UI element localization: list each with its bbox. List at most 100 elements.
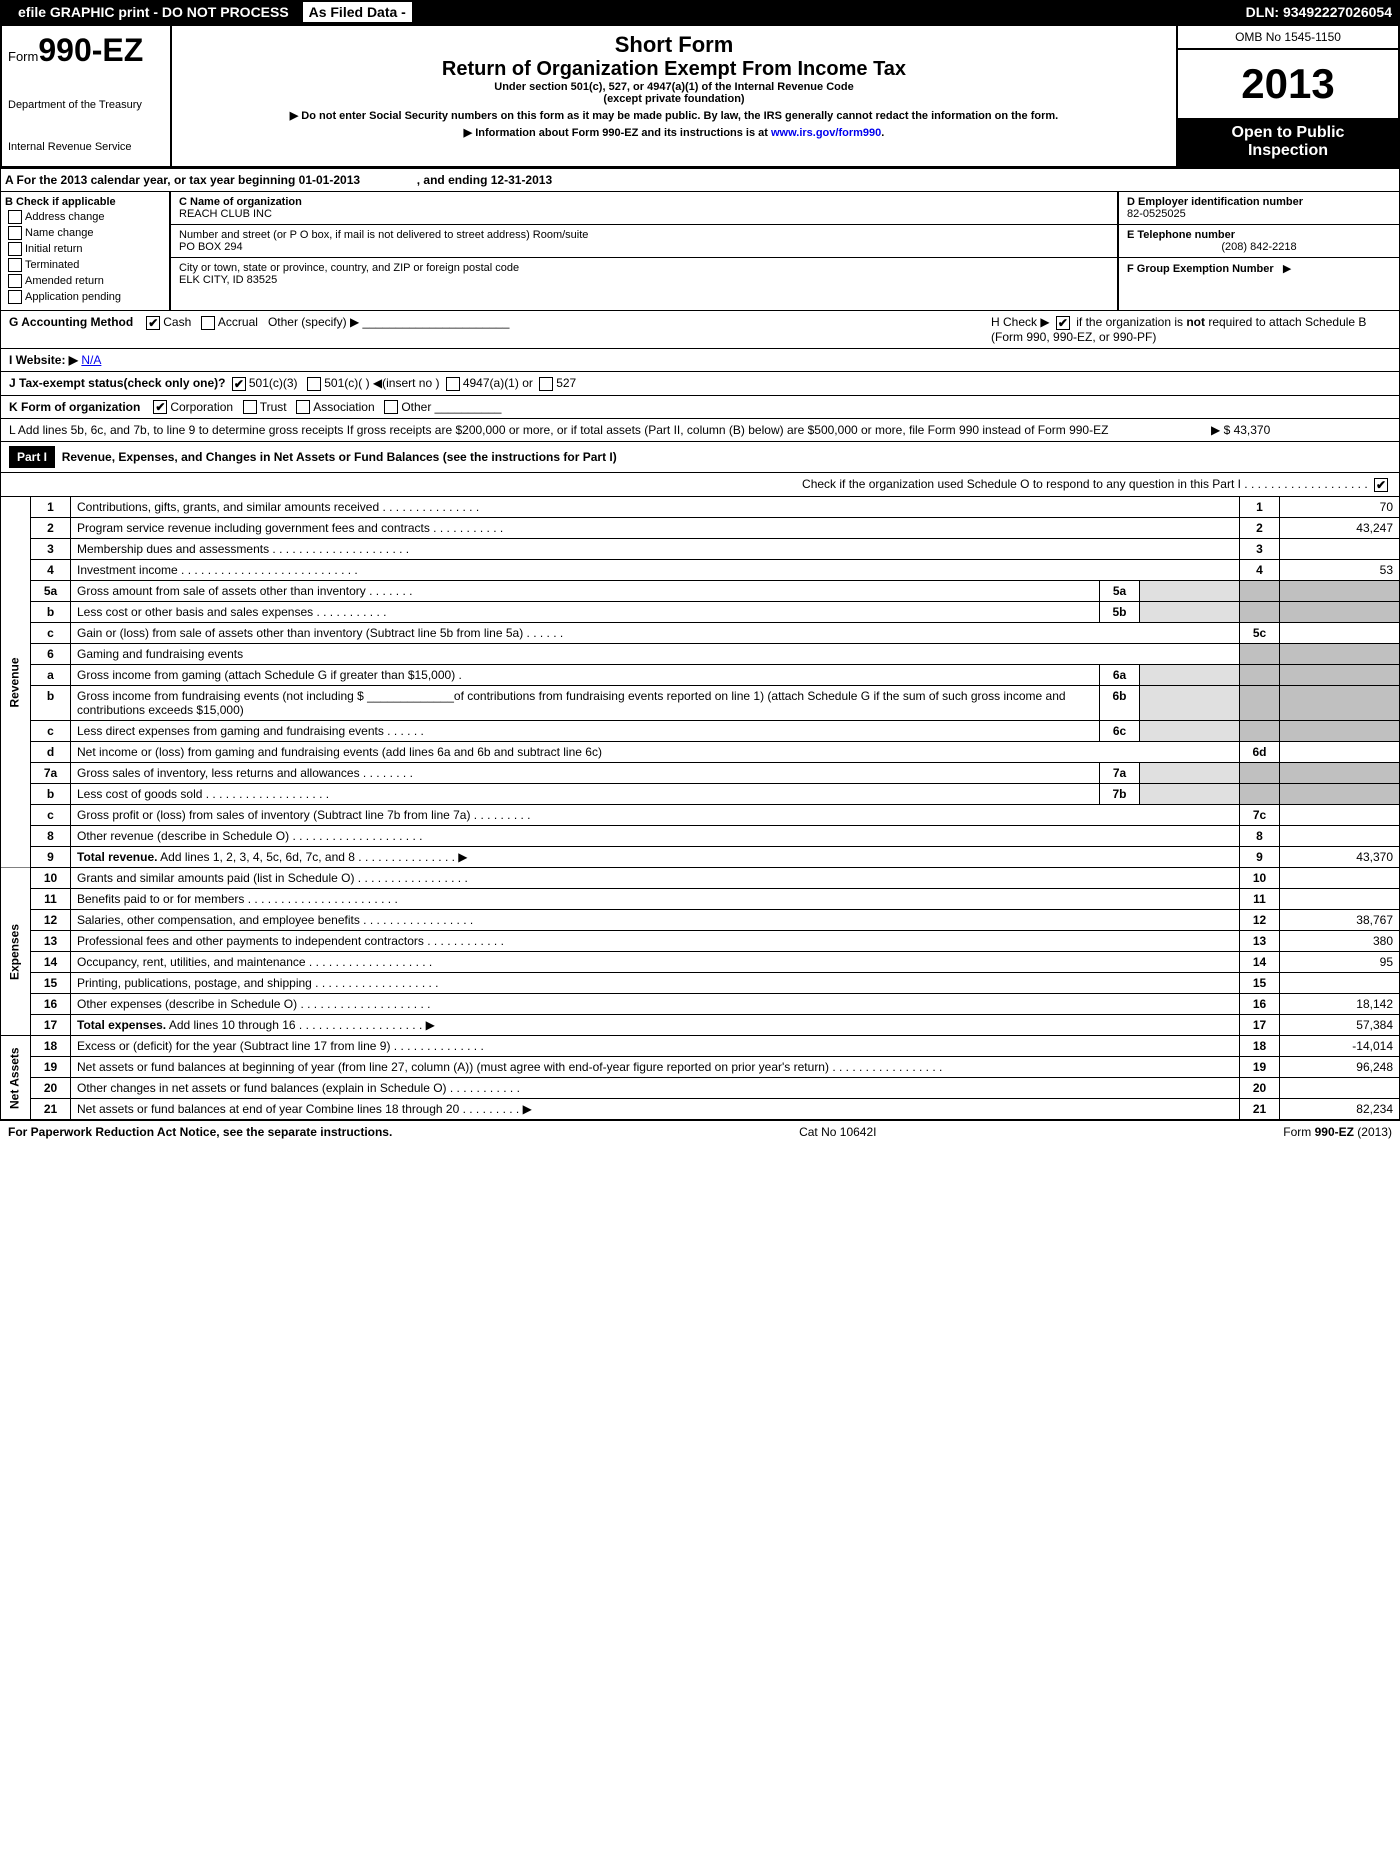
line-description: Less direct expenses from gaming and fun… — [71, 721, 1100, 742]
main-value — [1280, 539, 1400, 560]
line-number: 19 — [31, 1057, 71, 1078]
cb-accrual[interactable] — [201, 316, 215, 330]
main-line-number: 3 — [1240, 539, 1280, 560]
line-number: 20 — [31, 1078, 71, 1099]
line-description: Net assets or fund balances at beginning… — [71, 1057, 1240, 1078]
line-description: Contributions, gifts, grants, and simila… — [71, 497, 1240, 518]
line-number: 21 — [31, 1099, 71, 1120]
main-line-number: 16 — [1240, 994, 1280, 1015]
form-prefix: Form — [8, 49, 38, 64]
main-line-number: 5c — [1240, 623, 1280, 644]
line-description: Other revenue (describe in Schedule O) .… — [71, 826, 1240, 847]
sub-value — [1140, 665, 1240, 686]
cb-501c3[interactable]: ✔ — [232, 377, 246, 391]
financial-table: Revenue1Contributions, gifts, grants, an… — [0, 497, 1400, 1120]
main-line-number: 17 — [1240, 1015, 1280, 1036]
table-row: 2Program service revenue including gover… — [1, 518, 1400, 539]
part-1-badge: Part I — [9, 446, 55, 468]
line-number: 8 — [31, 826, 71, 847]
main-value-shaded — [1280, 581, 1400, 602]
cb-terminated[interactable]: Terminated — [5, 258, 165, 272]
street: PO BOX 294 — [179, 241, 1109, 253]
dept-irs: Internal Revenue Service — [8, 141, 164, 153]
cb-schedule-o[interactable]: ✔ — [1374, 478, 1388, 492]
ssn-note: ▶ Do not enter Social Security numbers o… — [192, 109, 1156, 122]
cb-other-org[interactable] — [384, 400, 398, 414]
line-description: Excess or (deficit) for the year (Subtra… — [71, 1036, 1240, 1057]
open-line2: Inspection — [1184, 142, 1392, 160]
cb-pending[interactable]: Application pending — [5, 290, 165, 304]
irs-link[interactable]: www.irs.gov/form990 — [771, 127, 881, 139]
line-description: Grants and similar amounts paid (list in… — [71, 868, 1240, 889]
title-return: Return of Organization Exempt From Incom… — [192, 58, 1156, 81]
h-label: H Check ▶ — [991, 315, 1050, 329]
ein-row: D Employer identification number 82-0525… — [1119, 192, 1399, 225]
main-number-shaded — [1240, 644, 1280, 665]
sub-line-number: 5b — [1100, 602, 1140, 623]
table-row: cGain or (loss) from sale of assets othe… — [1, 623, 1400, 644]
website-link[interactable]: N/A — [81, 353, 101, 367]
line-number: 1 — [31, 497, 71, 518]
cb-501c[interactable] — [307, 377, 321, 391]
table-row: 13Professional fees and other payments t… — [1, 931, 1400, 952]
group-label: F Group Exemption Number — [1127, 263, 1274, 275]
line-description: Gross profit or (loss) from sales of inv… — [71, 805, 1240, 826]
subtitle-section: Under section 501(c), 527, or 4947(a)(1)… — [192, 81, 1156, 93]
line-description: Gaming and fundraising events — [71, 644, 1240, 665]
table-row: 9Total revenue. Add lines 1, 2, 3, 4, 5c… — [1, 847, 1400, 868]
main-value: -14,014 — [1280, 1036, 1400, 1057]
line-number: 12 — [31, 910, 71, 931]
efile-notice: efile GRAPHIC print - DO NOT PROCESS As … — [8, 4, 412, 20]
line-description: Salaries, other compensation, and employ… — [71, 910, 1240, 931]
accounting-label: G Accounting Method — [9, 315, 133, 329]
line-number: 9 — [31, 847, 71, 868]
cb-initial-return[interactable]: Initial return — [5, 242, 165, 256]
line-number: 10 — [31, 868, 71, 889]
table-row: 7aGross sales of inventory, less returns… — [1, 763, 1400, 784]
main-line-number: 12 — [1240, 910, 1280, 931]
main-value-shaded — [1280, 665, 1400, 686]
schedule-o-note: Check if the organization used Schedule … — [802, 477, 1368, 491]
sub-line-number: 5a — [1100, 581, 1140, 602]
city: ELK CITY, ID 83525 — [179, 274, 1109, 286]
line-number: 5a — [31, 581, 71, 602]
cb-schedule-b[interactable]: ✔ — [1056, 316, 1070, 330]
main-value-shaded — [1280, 721, 1400, 742]
cb-assoc[interactable] — [296, 400, 310, 414]
line-description: Less cost of goods sold . . . . . . . . … — [71, 784, 1100, 805]
opt-corp: Corporation — [170, 400, 233, 414]
main-value-shaded — [1280, 686, 1400, 721]
main-value: 43,247 — [1280, 518, 1400, 539]
group-row: F Group Exemption Number ▶ — [1119, 258, 1399, 279]
cb-4947[interactable] — [446, 377, 460, 391]
side-label: Net Assets — [1, 1036, 31, 1120]
table-row: 12Salaries, other compensation, and empl… — [1, 910, 1400, 931]
efile-text: efile GRAPHIC print - DO NOT PROCESS — [12, 2, 295, 22]
line-description: Gross sales of inventory, less returns a… — [71, 763, 1100, 784]
line-number: 18 — [31, 1036, 71, 1057]
cb-corp[interactable]: ✔ — [153, 400, 167, 414]
table-row: bLess cost or other basis and sales expe… — [1, 602, 1400, 623]
line-number: 2 — [31, 518, 71, 539]
main-value: 70 — [1280, 497, 1400, 518]
cb-label: Terminated — [25, 259, 79, 271]
section-c: C Name of organization REACH CLUB INC Nu… — [171, 192, 1119, 310]
table-row: Revenue1Contributions, gifts, grants, an… — [1, 497, 1400, 518]
main-value: 95 — [1280, 952, 1400, 973]
line-k: K Form of organization ✔Corporation Trus… — [0, 396, 1400, 420]
line-description: Less cost or other basis and sales expen… — [71, 602, 1100, 623]
cb-name-change[interactable]: Name change — [5, 226, 165, 240]
table-row: cLess direct expenses from gaming and fu… — [1, 721, 1400, 742]
form-org-label: K Form of organization — [9, 400, 140, 414]
cb-address-change[interactable]: Address change — [5, 210, 165, 224]
cb-trust[interactable] — [243, 400, 257, 414]
sub-value — [1140, 581, 1240, 602]
asfiled-text: As Filed Data - — [303, 2, 412, 22]
line-j: J Tax-exempt status(check only one)? ✔50… — [0, 372, 1400, 396]
main-value: 96,248 — [1280, 1057, 1400, 1078]
table-row: 11Benefits paid to or for members . . . … — [1, 889, 1400, 910]
cb-527[interactable] — [539, 377, 553, 391]
side-label: Expenses — [1, 868, 31, 1036]
cb-amended[interactable]: Amended return — [5, 274, 165, 288]
cb-cash[interactable]: ✔ — [146, 316, 160, 330]
